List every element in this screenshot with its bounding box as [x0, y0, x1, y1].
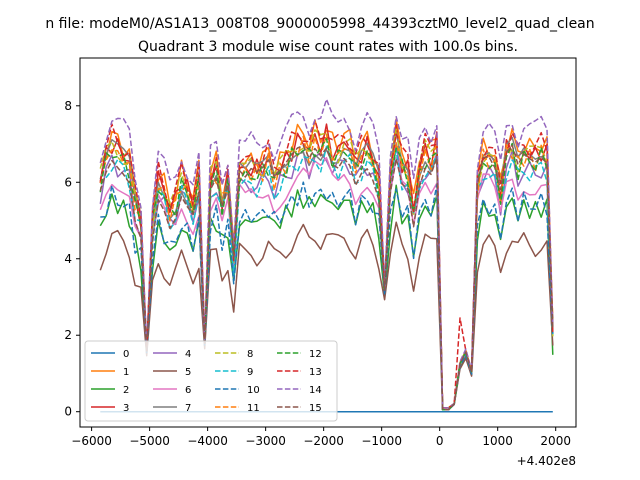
chart-title: Quadrant 3 module wise count rates with …: [138, 39, 518, 55]
legend-label-1: 1: [123, 367, 129, 378]
legend-label-7: 7: [185, 403, 191, 414]
x-axis-offset-text: +4.402e8: [517, 454, 576, 468]
x-tick-label: 2000: [540, 434, 571, 448]
legend-label-14: 14: [309, 385, 322, 396]
x-tick-label: −5000: [129, 434, 170, 448]
series-layer: [99, 98, 554, 413]
plot-area: −6000 −5000 −4000 −3000 −2000 −1000 0 1000 2000 …: [64, 57, 577, 468]
series-line-12: [99, 138, 554, 411]
series-line-14: [99, 98, 554, 409]
series-line-9: [99, 145, 554, 411]
series-line-15: [99, 144, 554, 411]
x-tick-label: −3000: [245, 434, 286, 448]
legend-label-15: 15: [309, 403, 322, 414]
legend-label-3: 3: [123, 403, 129, 414]
x-tick-label: −6000: [71, 434, 112, 448]
series-line-10: [100, 181, 554, 411]
legend-label-13: 13: [309, 367, 322, 378]
x-tick-label: 1000: [482, 434, 513, 448]
y-tick-label: 4: [64, 252, 72, 266]
y-tick-label: 6: [64, 175, 72, 189]
legend-label-0: 0: [123, 349, 129, 360]
series-line-5: [99, 221, 554, 411]
x-tick-label: −2000: [303, 434, 344, 448]
y-tick-label: 0: [64, 405, 72, 419]
y-tick-label: 2: [64, 328, 72, 342]
x-tick-label: −1000: [361, 434, 402, 448]
y-tick-label: 8: [64, 99, 72, 113]
figure-suptitle: n file: modeM0/AS1A13_008T08_9000005998_…: [45, 16, 594, 32]
legend-label-11: 11: [247, 403, 260, 414]
legend-label-8: 8: [247, 349, 253, 360]
legend-label-5: 5: [185, 367, 191, 378]
x-axis: −6000 −5000 −4000 −3000 −2000 −1000 0 1000 2000: [71, 427, 571, 448]
y-axis: 0 2 4 6 8: [64, 99, 80, 419]
legend-label-9: 9: [247, 367, 253, 378]
legend-label-2: 2: [123, 385, 129, 396]
legend-label-12: 12: [309, 349, 322, 360]
x-tick-label: 0: [436, 434, 444, 448]
plot-frame: [79, 57, 577, 428]
legend-box: [84, 340, 338, 422]
legend-label-4: 4: [185, 349, 191, 360]
legend-label-6: 6: [185, 385, 191, 396]
legend-label-10: 10: [247, 385, 260, 396]
x-tick-label: −4000: [187, 434, 228, 448]
